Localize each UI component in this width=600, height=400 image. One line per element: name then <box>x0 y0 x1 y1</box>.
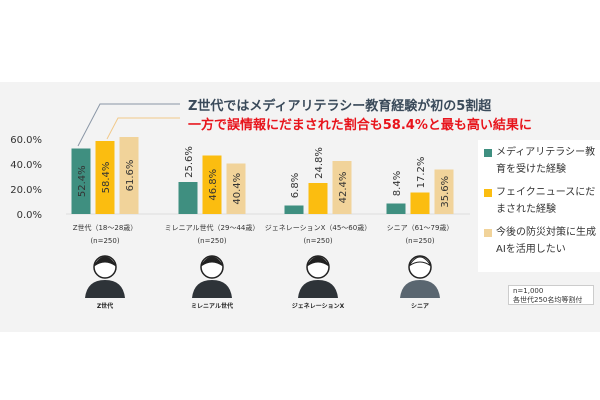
x-tick-label: ジェネレーションX（45～60歳） <box>265 223 371 232</box>
x-tick-n: (n=250) <box>303 237 332 245</box>
legend-item: メディアリテラシー教育を受けた経験 <box>484 144 596 178</box>
y-tick-label: 40.0% <box>10 160 42 171</box>
bar-value-label: 35.6% <box>440 176 451 208</box>
legend-item: フェイクニュースにだまされた経験 <box>484 184 596 218</box>
bar <box>410 192 430 214</box>
bar <box>434 169 454 214</box>
x-tick-label: シニア（61～79歳） <box>387 223 454 232</box>
title-callout-line <box>77 103 180 147</box>
bar <box>332 161 352 214</box>
bar-value-label: 61.6% <box>125 160 136 192</box>
subtitle-callout-line <box>106 117 180 140</box>
person-label: ミレニアル世代 <box>191 302 233 310</box>
legend-swatch <box>484 189 492 197</box>
bar-value-label: 8.4% <box>392 171 403 196</box>
person-label: ジェネレーションX <box>292 302 345 310</box>
legend-swatch <box>484 149 492 157</box>
x-tick-n: (n=250) <box>90 237 119 245</box>
y-tick-label: 60.0% <box>10 135 42 146</box>
bar-value-label: 42.4% <box>338 172 349 204</box>
bar <box>95 141 115 214</box>
bar-value-label: 58.4% <box>101 162 112 194</box>
bar-value-label: 52.4% <box>77 165 88 197</box>
bar-value-label: 25.6% <box>184 146 195 178</box>
chart-title: Z世代ではメディアリテラシー教育経験が初の5割超 <box>188 99 492 114</box>
x-tick-label: Z世代（18～28歳） <box>73 223 138 232</box>
note-line: n=1,000 <box>513 287 544 295</box>
chart-subtitle: 一方で誤情報にだまされた割合も58.4%と最も高い結果に <box>188 118 532 133</box>
x-tick-label: ミレニアル世代（29～44歳） <box>165 223 260 232</box>
x-tick-n: (n=250) <box>197 237 226 245</box>
y-tick-label: 0.0% <box>17 210 42 221</box>
bar-value-label: 24.8% <box>314 147 325 179</box>
person-hair-icon <box>93 256 117 267</box>
legend-swatch <box>484 229 492 237</box>
y-tick-label: 20.0% <box>10 185 42 196</box>
person-body-icon <box>400 280 440 298</box>
bar-value-label: 6.8% <box>290 173 301 198</box>
person-label: Z世代 <box>97 302 113 310</box>
bar <box>386 203 406 214</box>
person-hair-icon <box>408 256 432 267</box>
bar <box>71 148 91 214</box>
bar <box>284 205 304 214</box>
bar <box>202 155 222 214</box>
person-hair-icon <box>200 256 224 267</box>
sample-note: n=1,000 各世代250名均等割付 <box>508 285 594 305</box>
bar <box>308 183 328 214</box>
legend-label: フェイクニュースにだまされた経験 <box>496 187 596 215</box>
bar-value-label: 46.8% <box>208 169 219 201</box>
bar-value-label: 40.4% <box>232 173 243 205</box>
person-body-icon <box>192 280 232 298</box>
bar <box>178 182 198 214</box>
legend: メディアリテラシー教育を受けた経験 フェイクニュースにだまされた経験 今後の防災… <box>478 140 600 272</box>
person-hair-icon <box>306 256 330 267</box>
legend-label: メディアリテラシー教育を受けた経験 <box>496 147 596 175</box>
person-label: シニア <box>411 303 429 310</box>
legend-item: 今後の防災対策に生成AIを活用したい <box>484 224 596 258</box>
bar <box>119 137 139 214</box>
note-line: 各世代250名均等割付 <box>513 296 583 304</box>
person-body-icon <box>85 280 125 298</box>
x-tick-n: (n=250) <box>405 237 434 245</box>
legend-label: 今後の防災対策に生成AIを活用したい <box>496 227 596 255</box>
bar-value-label: 17.2% <box>416 157 427 189</box>
person-body-icon <box>298 280 338 298</box>
bar <box>226 163 246 214</box>
